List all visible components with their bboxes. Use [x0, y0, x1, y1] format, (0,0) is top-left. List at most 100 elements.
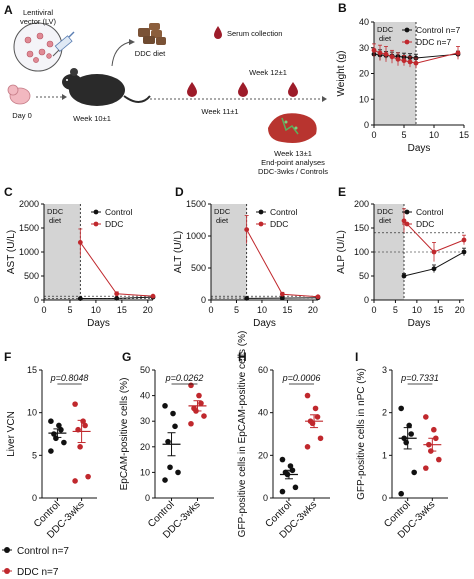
- lentiviral-vector-icon: [13, 22, 63, 72]
- data-point-control: [408, 431, 414, 437]
- day0-label: Day 0: [12, 111, 32, 120]
- data-point-ddc: [304, 392, 311, 399]
- p-value-label: p=0.7331: [400, 373, 439, 383]
- x-tick-label: 15: [282, 305, 292, 315]
- data-point-ddc: [455, 50, 461, 56]
- week11-label: Week 11±1: [201, 107, 238, 116]
- data-point-ddc: [423, 414, 429, 420]
- data-point-control: [401, 273, 407, 279]
- data-point-control: [398, 405, 404, 412]
- schematic-panel-a: Lentiviral vector (LV) Day 0 Week 10±1: [7, 8, 328, 176]
- panel-label-b: B: [338, 1, 347, 15]
- data-point-control: [48, 418, 54, 425]
- x-tick-label: 10: [257, 305, 267, 315]
- y-tick-label: 20: [359, 69, 369, 79]
- legend-marker: [93, 209, 99, 215]
- data-point-control: [411, 469, 417, 476]
- legend-marker: [258, 221, 264, 227]
- y-axis-label: EpCAM-positive cells (%): [119, 378, 130, 491]
- data-point-ddc: [317, 435, 324, 442]
- data-point-control: [431, 266, 437, 272]
- y-tick-label: 0: [32, 493, 37, 503]
- data-point-control: [162, 403, 168, 409]
- panel-label-c: C: [4, 185, 13, 199]
- syringe-icon: [52, 31, 75, 57]
- x-tick-label: 0: [371, 305, 376, 315]
- data-point-ddc: [196, 392, 202, 399]
- y-tick-label: 0: [201, 295, 206, 305]
- data-point-ddc: [82, 422, 88, 429]
- blood-drop-week11-icon: [187, 82, 197, 97]
- data-point-control: [167, 464, 173, 471]
- legend-label: DDC: [105, 219, 123, 229]
- data-point-ddc: [461, 237, 467, 243]
- data-point-ddc: [315, 294, 321, 300]
- data-point-control: [48, 448, 54, 454]
- x-tick-label: 0: [208, 305, 213, 315]
- data-point-control: [114, 295, 120, 301]
- series-line-ddc: [79, 242, 154, 297]
- x-tick-label: 15: [459, 130, 469, 140]
- ddc-diet-shade: [44, 204, 81, 300]
- data-point-ddc: [198, 400, 204, 407]
- data-point-control: [175, 469, 181, 476]
- panel-label-e: E: [338, 185, 346, 199]
- y-axis-label: ALP (U/L): [336, 230, 347, 274]
- x-axis-label: Days: [87, 318, 110, 329]
- data-point-ddc: [85, 473, 91, 480]
- panel-label-a: A: [4, 3, 13, 17]
- legend-ddc-marker: [4, 568, 10, 574]
- panel-label-i: I: [355, 350, 358, 364]
- legend-control-label: Control n=7: [17, 546, 69, 557]
- x-tick-label: 10: [412, 305, 422, 315]
- shade-label-line2: diet: [379, 34, 392, 43]
- data-point-control: [279, 295, 285, 301]
- legend-marker: [93, 221, 99, 227]
- y-tick-label: 10: [359, 94, 369, 104]
- y-tick-label: 500: [191, 263, 206, 273]
- shade-label-line2: diet: [216, 216, 229, 225]
- data-point-control: [406, 422, 412, 429]
- y-tick-label: 0: [364, 295, 369, 305]
- shade-label-line1: DDC: [47, 207, 64, 216]
- data-point-ddc: [188, 420, 194, 427]
- y-tick-label: 60: [258, 365, 268, 375]
- x-tick-label: 0: [41, 305, 46, 315]
- x-tick-label: 15: [117, 305, 127, 315]
- y-tick-label: 2000: [19, 199, 39, 209]
- data-point-ddc: [431, 249, 437, 255]
- week10-label: Week 10±1: [73, 114, 111, 123]
- y-tick-label: 30: [140, 416, 150, 426]
- series-line-ddc: [246, 229, 319, 298]
- data-point-ddc: [72, 401, 78, 407]
- y-tick-label: 20: [258, 450, 268, 460]
- data-point-ddc: [413, 60, 419, 66]
- ddc-diet-shade: [374, 22, 416, 125]
- legend-label: Control: [416, 207, 444, 217]
- legend-label: DDC: [416, 219, 434, 229]
- legend-marker: [404, 221, 410, 227]
- data-point-ddc: [423, 465, 429, 471]
- data-point-control: [170, 410, 176, 417]
- x-axis-label: Days: [408, 318, 431, 329]
- data-point-ddc: [72, 478, 78, 484]
- legend-label: DDC: [270, 219, 288, 229]
- legend-label: Control n=7: [416, 25, 460, 35]
- data-point-ddc: [401, 218, 407, 224]
- ddc-diet-shade: [211, 204, 247, 300]
- legend-marker: [404, 39, 410, 45]
- legend-label: Control: [270, 207, 298, 217]
- y-tick-label: 1500: [186, 199, 206, 209]
- data-point-ddc: [401, 58, 407, 64]
- x-tick-label: 20: [308, 305, 318, 315]
- data-point-ddc: [244, 227, 250, 233]
- data-point-ddc: [407, 59, 413, 65]
- blood-drop-week13-icon: [288, 82, 298, 97]
- y-tick-label: 10: [140, 467, 150, 477]
- y-tick-label: 1: [382, 450, 387, 460]
- lv-label-line1: Lentiviral: [23, 8, 53, 17]
